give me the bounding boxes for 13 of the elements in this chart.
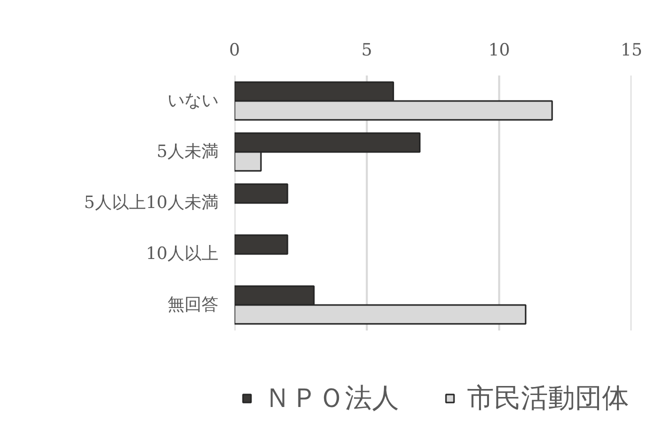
legend-label: ＮＰＯ法人: [264, 382, 399, 416]
bar: [234, 234, 288, 255]
x-tick-label: 5: [361, 40, 372, 60]
bar: [234, 183, 288, 204]
x-tick-label: 0: [229, 40, 240, 60]
y-tick-label: いない: [168, 91, 218, 111]
legend-label: 市民活動団体: [467, 382, 629, 416]
x-tick-label: 15: [620, 40, 642, 60]
x-tick-label: 10: [488, 40, 510, 60]
y-tick-label: 5人以上10人未満: [84, 193, 219, 213]
y-tick-label: 10人以上: [146, 244, 219, 264]
y-tick-label: 5人未満: [156, 142, 219, 162]
y-tick-label: 無回答: [168, 295, 218, 315]
